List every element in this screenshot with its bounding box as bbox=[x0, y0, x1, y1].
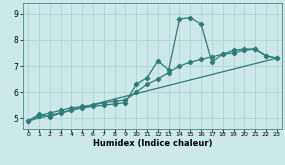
X-axis label: Humidex (Indice chaleur): Humidex (Indice chaleur) bbox=[93, 139, 212, 148]
